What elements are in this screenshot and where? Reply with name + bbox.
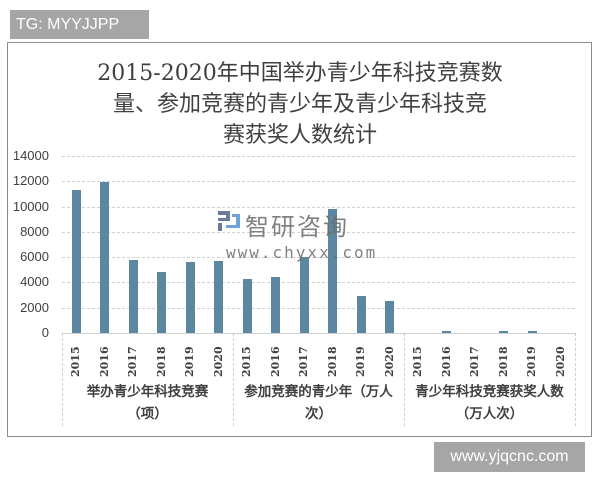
bar bbox=[385, 301, 394, 333]
x-tick-label: 2020 bbox=[212, 346, 225, 377]
bar bbox=[300, 257, 309, 333]
y-tick-label: 14000 bbox=[12, 148, 49, 163]
x-tick-label: 2016 bbox=[440, 346, 453, 377]
x-tick-label: 2016 bbox=[269, 346, 282, 377]
group-divider bbox=[575, 333, 576, 426]
y-tick-label: 8000 bbox=[20, 224, 49, 239]
x-tick-label: 2015 bbox=[69, 346, 82, 377]
title-line-1: 2015-2020年中国举办青少年科技竞赛数 bbox=[97, 61, 503, 86]
title-line-3: 赛获奖人数统计 bbox=[222, 123, 377, 148]
brand-logo-icon bbox=[218, 211, 240, 231]
watermark-brand: 智研咨询 bbox=[245, 213, 349, 241]
y-tick-label: 0 bbox=[41, 325, 49, 340]
x-tick-label: 2018 bbox=[497, 346, 510, 377]
bar bbox=[243, 279, 252, 333]
bar bbox=[357, 296, 366, 333]
gridline bbox=[62, 282, 575, 283]
group-label: 参加竞赛的青少年（万人 次） bbox=[233, 381, 404, 425]
y-tick-label: 6000 bbox=[20, 249, 49, 264]
chart-title: 2015-2020年中国举办青少年科技竞赛数 量、参加竞赛的青少年及青少年科技竞… bbox=[60, 58, 540, 151]
bar bbox=[328, 209, 337, 333]
y-tick-label: 12000 bbox=[12, 173, 49, 188]
x-tick-label: 2015 bbox=[411, 346, 424, 377]
x-tick-label: 2019 bbox=[183, 346, 196, 377]
x-tick-label: 2020 bbox=[383, 346, 396, 377]
x-tick-label: 2019 bbox=[525, 346, 538, 377]
url-badge: www.yjqcnc.com bbox=[434, 442, 585, 472]
group-divider bbox=[62, 333, 63, 426]
group-divider bbox=[233, 333, 234, 426]
group-label-line: 青少年科技竞赛获奖人数 bbox=[415, 384, 564, 400]
x-tick-label: 2015 bbox=[240, 346, 253, 377]
bar bbox=[214, 261, 223, 333]
y-tick-label: 4000 bbox=[20, 274, 49, 289]
bar bbox=[186, 262, 195, 333]
x-tick-label: 2018 bbox=[326, 346, 339, 377]
bar bbox=[499, 331, 508, 333]
bar bbox=[100, 182, 109, 333]
group-label: 举办青少年科技竞赛 （项） bbox=[62, 381, 233, 425]
gridline bbox=[62, 207, 575, 208]
gridline bbox=[62, 308, 575, 309]
gridline bbox=[62, 257, 575, 258]
gridline bbox=[62, 232, 575, 233]
watermark-url: www.chyxx.com bbox=[226, 243, 378, 262]
group-label-line: 参加竞赛的青少年（万人 bbox=[244, 384, 393, 400]
x-tick-label: 2018 bbox=[155, 346, 168, 377]
group-label-line: （项） bbox=[127, 406, 168, 422]
y-tick-label: 2000 bbox=[20, 300, 49, 315]
x-tick-label: 2019 bbox=[354, 346, 367, 377]
bar bbox=[442, 331, 451, 333]
gridline bbox=[62, 181, 575, 182]
x-axis-line bbox=[62, 333, 575, 334]
bar bbox=[271, 277, 280, 333]
bar bbox=[157, 272, 166, 333]
bar bbox=[129, 260, 138, 333]
tg-badge: TG: MYYJJPP bbox=[10, 10, 149, 39]
group-label: 青少年科技竞赛获奖人数 （万人次） bbox=[404, 381, 575, 425]
x-tick-label: 2017 bbox=[126, 346, 139, 377]
gridline bbox=[62, 156, 575, 157]
y-tick-label: 10000 bbox=[12, 199, 49, 214]
bar bbox=[72, 190, 81, 333]
group-label-line: （万人次） bbox=[455, 406, 524, 422]
x-tick-label: 2020 bbox=[554, 346, 567, 377]
x-tick-label: 2017 bbox=[297, 346, 310, 377]
title-line-2: 量、参加竞赛的青少年及青少年科技竞 bbox=[112, 92, 487, 117]
group-label-line: 次） bbox=[305, 406, 332, 422]
group-label-line: 举办青少年科技竞赛 bbox=[86, 384, 209, 400]
x-tick-label: 2016 bbox=[98, 346, 111, 377]
bar bbox=[528, 331, 537, 333]
group-divider bbox=[404, 333, 405, 426]
x-tick-label: 2017 bbox=[468, 346, 481, 377]
